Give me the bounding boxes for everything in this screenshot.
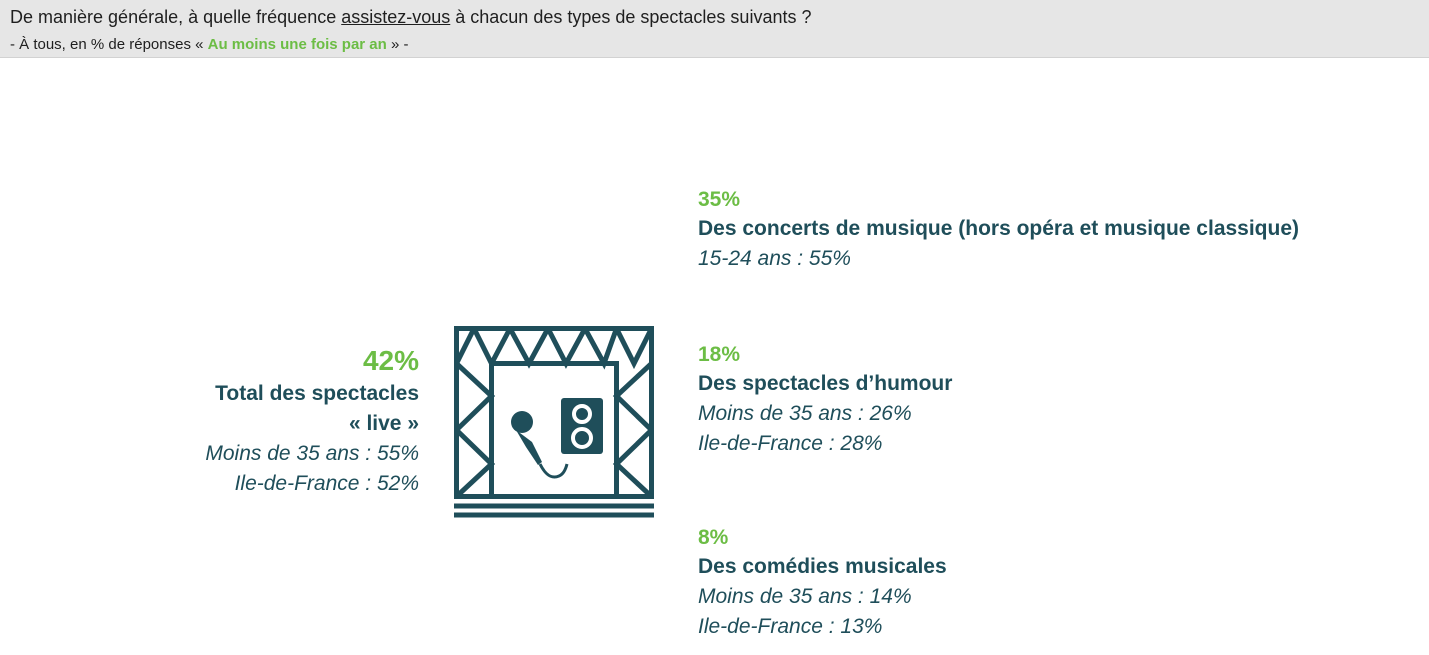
item-humour: 18% Des spectacles d’humour Moins de 35 … bbox=[698, 341, 952, 459]
question-underlined: assistez-vous bbox=[341, 7, 451, 27]
total-percent: 42% bbox=[362, 345, 419, 376]
item-detail-region: Ile-de-France : 13% bbox=[698, 615, 883, 638]
question-text-end: à chacun des types de spectacles suivant… bbox=[450, 7, 812, 27]
item-label: Des comédies musicales bbox=[698, 555, 947, 578]
speaker-icon bbox=[561, 398, 603, 454]
item-detail-age: Moins de 35 ans : 14% bbox=[698, 585, 912, 608]
item-detail-age: Moins de 35 ans : 26% bbox=[698, 402, 912, 425]
item-percent: 18% bbox=[698, 343, 741, 366]
header-bar: De manière générale, à quelle fréquence … bbox=[0, 0, 1429, 58]
total-detail-region: Ile-de-France : 52% bbox=[234, 472, 419, 495]
item-detail-age: 15-24 ans : 55% bbox=[698, 247, 851, 270]
total-block: 42% Total des spectacles « live » Moins … bbox=[119, 343, 419, 499]
item-percent: 8% bbox=[698, 526, 729, 549]
microphone-icon bbox=[511, 411, 569, 479]
question-text-start: De manière générale, à quelle fréquence bbox=[10, 7, 342, 27]
question-text: De manière générale, à quelle fréquence … bbox=[10, 6, 811, 28]
total-detail-age: Moins de 35 ans : 55% bbox=[205, 442, 419, 465]
item-concerts: 35% Des concerts de musique (hors opéra … bbox=[698, 186, 1299, 274]
base-note-highlight: Au moins une fois par an bbox=[207, 36, 387, 53]
item-percent: 35% bbox=[698, 188, 741, 211]
base-note-start: - À tous, en % de réponses « bbox=[10, 36, 208, 53]
base-note-end: » - bbox=[386, 36, 409, 53]
total-label-line2: « live » bbox=[348, 412, 419, 435]
stage-icon bbox=[454, 326, 654, 518]
item-comedies-musicales: 8% Des comédies musicales Moins de 35 an… bbox=[698, 524, 947, 642]
base-note: - À tous, en % de réponses « Au moins un… bbox=[10, 36, 409, 54]
item-detail-region: Ile-de-France : 28% bbox=[698, 432, 883, 455]
item-label: Des concerts de musique (hors opéra et m… bbox=[698, 217, 1300, 240]
total-label-line1: Total des spectacles bbox=[215, 382, 419, 405]
item-label: Des spectacles d’humour bbox=[698, 372, 953, 395]
